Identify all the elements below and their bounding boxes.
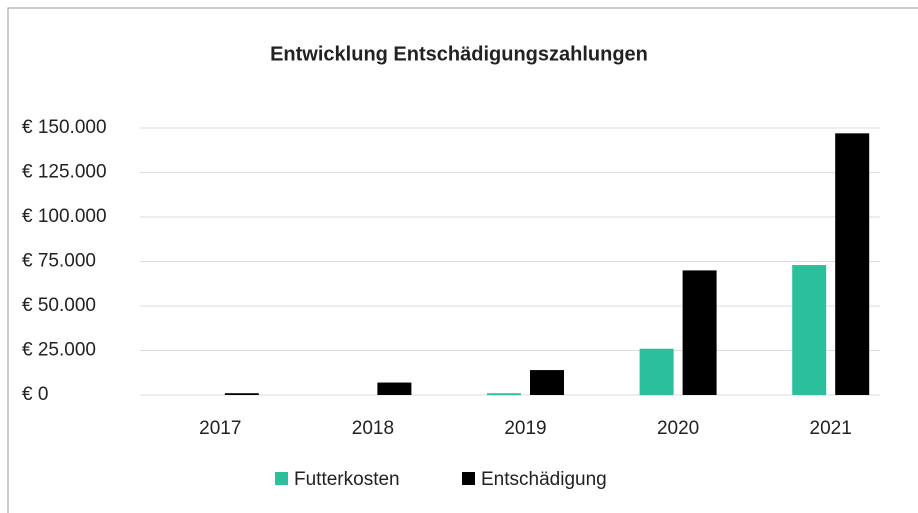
x-tick-label: 2021 [810,418,852,439]
x-tick-label: 2018 [352,418,394,439]
bar [487,393,521,395]
y-tick-label: € 100.000 [22,206,107,227]
legend-label: Futterkosten [294,469,400,490]
bar [530,370,564,395]
y-tick-label: € 0 [22,384,48,405]
y-tick-label: € 50.000 [22,295,96,316]
bar [639,348,674,395]
x-tick-label: 2017 [199,418,241,439]
x-tick-label: 2020 [657,418,699,439]
frame [7,7,918,513]
y-tick-label: € 125.000 [22,162,107,183]
x-tick-label: 2019 [504,418,546,439]
bar [792,265,827,395]
y-tick-label: € 75.000 [22,251,96,272]
bar [835,133,870,395]
y-tick-label: € 25.000 [22,340,96,361]
legend-label: Entschädigung [481,469,607,490]
legend-swatch [462,472,475,485]
chart-title: Entwicklung Entschädigungszahlungen [270,43,648,65]
bar [682,270,717,395]
y-tick-label: € 150.000 [22,117,107,138]
bar [377,382,412,395]
legend-swatch [275,472,288,485]
bar [224,393,259,395]
